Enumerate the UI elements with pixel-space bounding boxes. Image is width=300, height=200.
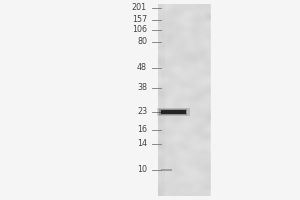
Text: 23: 23	[137, 108, 147, 116]
Text: 38: 38	[137, 83, 147, 92]
Text: 80: 80	[137, 38, 147, 46]
Bar	[160, 110, 186, 114]
Text: 16: 16	[137, 126, 147, 134]
Text: 157: 157	[132, 16, 147, 24]
Bar	[160, 169, 172, 171]
Text: 14: 14	[137, 140, 147, 148]
Text: 106: 106	[132, 25, 147, 34]
Text: 201: 201	[132, 3, 147, 12]
Text: 48: 48	[137, 64, 147, 72]
Text: 10: 10	[137, 166, 147, 174]
Bar	[159, 109, 187, 115]
Bar	[165, 4, 210, 196]
Bar	[157, 108, 190, 116]
Bar	[158, 4, 165, 196]
